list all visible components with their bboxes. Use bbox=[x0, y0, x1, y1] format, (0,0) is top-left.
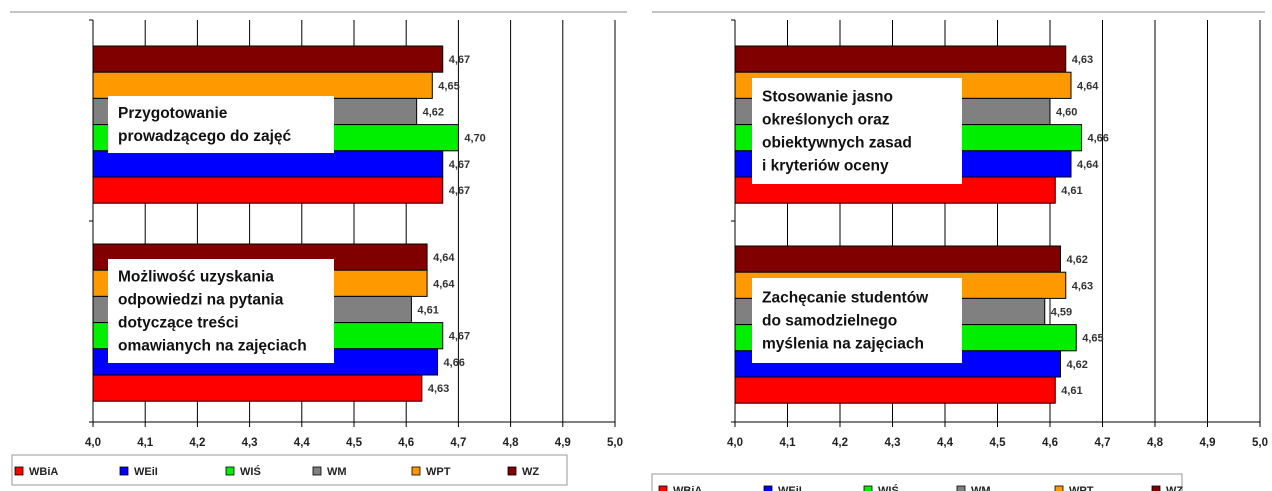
category-label: omawianych na zajęciach bbox=[118, 338, 307, 355]
x-tick-label: 4,9 bbox=[1200, 437, 1216, 449]
category-label: myślenia na zajęciach bbox=[762, 336, 924, 353]
x-tick-label: 4,6 bbox=[398, 437, 414, 449]
data-label: 4,67 bbox=[449, 185, 470, 197]
legend-label: WBiA bbox=[29, 466, 58, 478]
legend-swatch bbox=[658, 485, 668, 491]
x-tick-label: 4,4 bbox=[294, 437, 311, 449]
legend-swatch bbox=[225, 466, 235, 476]
legend-label: WIŚ bbox=[240, 465, 261, 478]
data-label: 4,63 bbox=[428, 383, 449, 395]
data-label: 4,63 bbox=[1072, 54, 1093, 66]
bar-wpt bbox=[92, 71, 433, 99]
data-label: 4,65 bbox=[438, 80, 459, 92]
category-label-box bbox=[752, 78, 962, 184]
category-label-box bbox=[108, 96, 334, 153]
x-tick-label: 4,5 bbox=[346, 437, 363, 449]
legend-swatch bbox=[1054, 485, 1064, 491]
x-tick-label: 5,0 bbox=[1252, 437, 1268, 449]
x-tick-label: 4,4 bbox=[937, 437, 954, 449]
bar-wz bbox=[734, 245, 1061, 273]
legend-label: WZ bbox=[522, 466, 539, 478]
category-label: odpowiedzi na pytania bbox=[118, 292, 284, 309]
legend-box bbox=[651, 473, 1183, 491]
x-tick-label: 5,0 bbox=[607, 437, 623, 449]
legend-swatch bbox=[14, 466, 24, 476]
legend-label: WM bbox=[971, 485, 991, 491]
x-tick-label: 4,1 bbox=[780, 437, 797, 449]
data-label: 4,61 bbox=[1061, 385, 1082, 397]
legend-swatch bbox=[119, 466, 129, 476]
bar-wbia bbox=[92, 374, 423, 402]
bar-wz bbox=[734, 45, 1067, 73]
legend-label: WIŚ bbox=[878, 484, 899, 491]
data-label: 4,64 bbox=[433, 278, 455, 290]
bar-wz bbox=[92, 45, 444, 73]
category-label: Zachęcanie studentów bbox=[762, 290, 929, 307]
data-label: 4,70 bbox=[464, 133, 485, 145]
category-label: dotyczące treści bbox=[118, 315, 239, 332]
data-label: 4,67 bbox=[449, 54, 470, 66]
data-label: 4,59 bbox=[1051, 307, 1072, 319]
data-label: 4,62 bbox=[1067, 254, 1088, 266]
bar-weii bbox=[92, 150, 444, 178]
x-tick-label: 4,2 bbox=[832, 437, 848, 449]
data-label: 4,63 bbox=[1072, 280, 1093, 292]
data-label: 4,64 bbox=[1077, 80, 1099, 92]
legend-label: WPT bbox=[426, 466, 451, 478]
legend-swatch bbox=[763, 485, 773, 491]
x-tick-label: 4,6 bbox=[1042, 437, 1058, 449]
x-tick-label: 4,7 bbox=[1095, 437, 1111, 449]
category-label-box bbox=[108, 259, 334, 363]
legend-label: WEiI bbox=[134, 466, 158, 478]
legend-label: WEiI bbox=[778, 485, 802, 491]
category-label: Stosowanie jasno bbox=[762, 89, 893, 106]
legend-label: WBiA bbox=[673, 485, 702, 491]
data-label: 4,61 bbox=[1061, 185, 1082, 197]
x-tick-label: 4,3 bbox=[242, 437, 258, 449]
legend-swatch bbox=[507, 466, 517, 476]
legend-box bbox=[11, 454, 568, 486]
x-tick-label: 4,5 bbox=[990, 437, 1007, 449]
x-tick-label: 4,3 bbox=[885, 437, 901, 449]
data-label: 4,66 bbox=[444, 357, 465, 369]
category-label: Przygotowanie bbox=[118, 105, 228, 122]
x-tick-label: 4,7 bbox=[450, 437, 466, 449]
x-tick-label: 4,0 bbox=[85, 437, 101, 449]
data-label: 4,64 bbox=[1077, 159, 1099, 171]
category-label: określonych oraz bbox=[762, 112, 890, 129]
legend-label: WM bbox=[327, 466, 347, 478]
x-tick-label: 4,8 bbox=[503, 437, 520, 449]
legend-label: WZ bbox=[1166, 485, 1183, 491]
data-label: 4,66 bbox=[1088, 133, 1109, 145]
x-tick-label: 4,2 bbox=[189, 437, 205, 449]
data-label: 4,67 bbox=[449, 159, 470, 171]
data-label: 4,62 bbox=[423, 107, 444, 119]
bar-wbia bbox=[734, 376, 1056, 404]
legend-swatch bbox=[863, 485, 873, 491]
data-label: 4,60 bbox=[1056, 107, 1077, 119]
category-label: prowadzącego do zajęć bbox=[118, 128, 292, 145]
x-tick-label: 4,9 bbox=[555, 437, 571, 449]
legend-swatch bbox=[1151, 485, 1161, 491]
category-label-box bbox=[752, 278, 962, 363]
legend-swatch bbox=[956, 485, 966, 491]
data-label: 4,62 bbox=[1067, 359, 1088, 371]
legend-swatch bbox=[312, 466, 322, 476]
bar-wbia bbox=[92, 176, 444, 204]
category-label: obiektywnych zasad bbox=[762, 135, 912, 152]
x-tick-label: 4,8 bbox=[1147, 437, 1164, 449]
x-tick-label: 4,1 bbox=[137, 437, 154, 449]
data-label: 4,61 bbox=[417, 305, 438, 317]
category-label: do samodzielnego bbox=[762, 313, 897, 330]
x-tick-label: 4,0 bbox=[727, 437, 743, 449]
data-label: 4,64 bbox=[433, 252, 455, 264]
legend-swatch bbox=[411, 466, 421, 476]
legend-label: WPT bbox=[1069, 485, 1094, 491]
category-label: i kryteriów oceny bbox=[762, 158, 889, 175]
data-label: 4,67 bbox=[449, 331, 470, 343]
data-label: 4,65 bbox=[1082, 333, 1103, 345]
category-label: Możliwość uzyskania bbox=[118, 269, 274, 286]
